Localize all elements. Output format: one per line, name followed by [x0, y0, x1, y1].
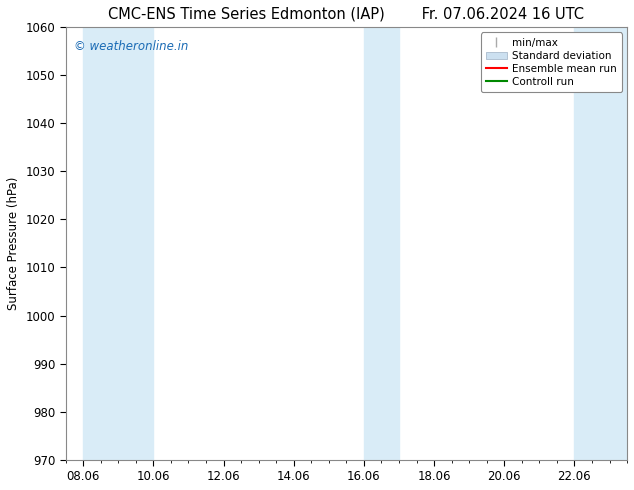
Y-axis label: Surface Pressure (hPa): Surface Pressure (hPa) [7, 177, 20, 310]
Bar [364, 27, 399, 460]
Title: CMC-ENS Time Series Edmonton (IAP)        Fr. 07.06.2024 16 UTC: CMC-ENS Time Series Edmonton (IAP) Fr. 0… [108, 7, 585, 22]
Bar [574, 27, 627, 460]
Bar [83, 27, 153, 460]
Text: © weatheronline.in: © weatheronline.in [74, 40, 188, 53]
Legend: min/max, Standard deviation, Ensemble mean run, Controll run: min/max, Standard deviation, Ensemble me… [481, 32, 622, 92]
